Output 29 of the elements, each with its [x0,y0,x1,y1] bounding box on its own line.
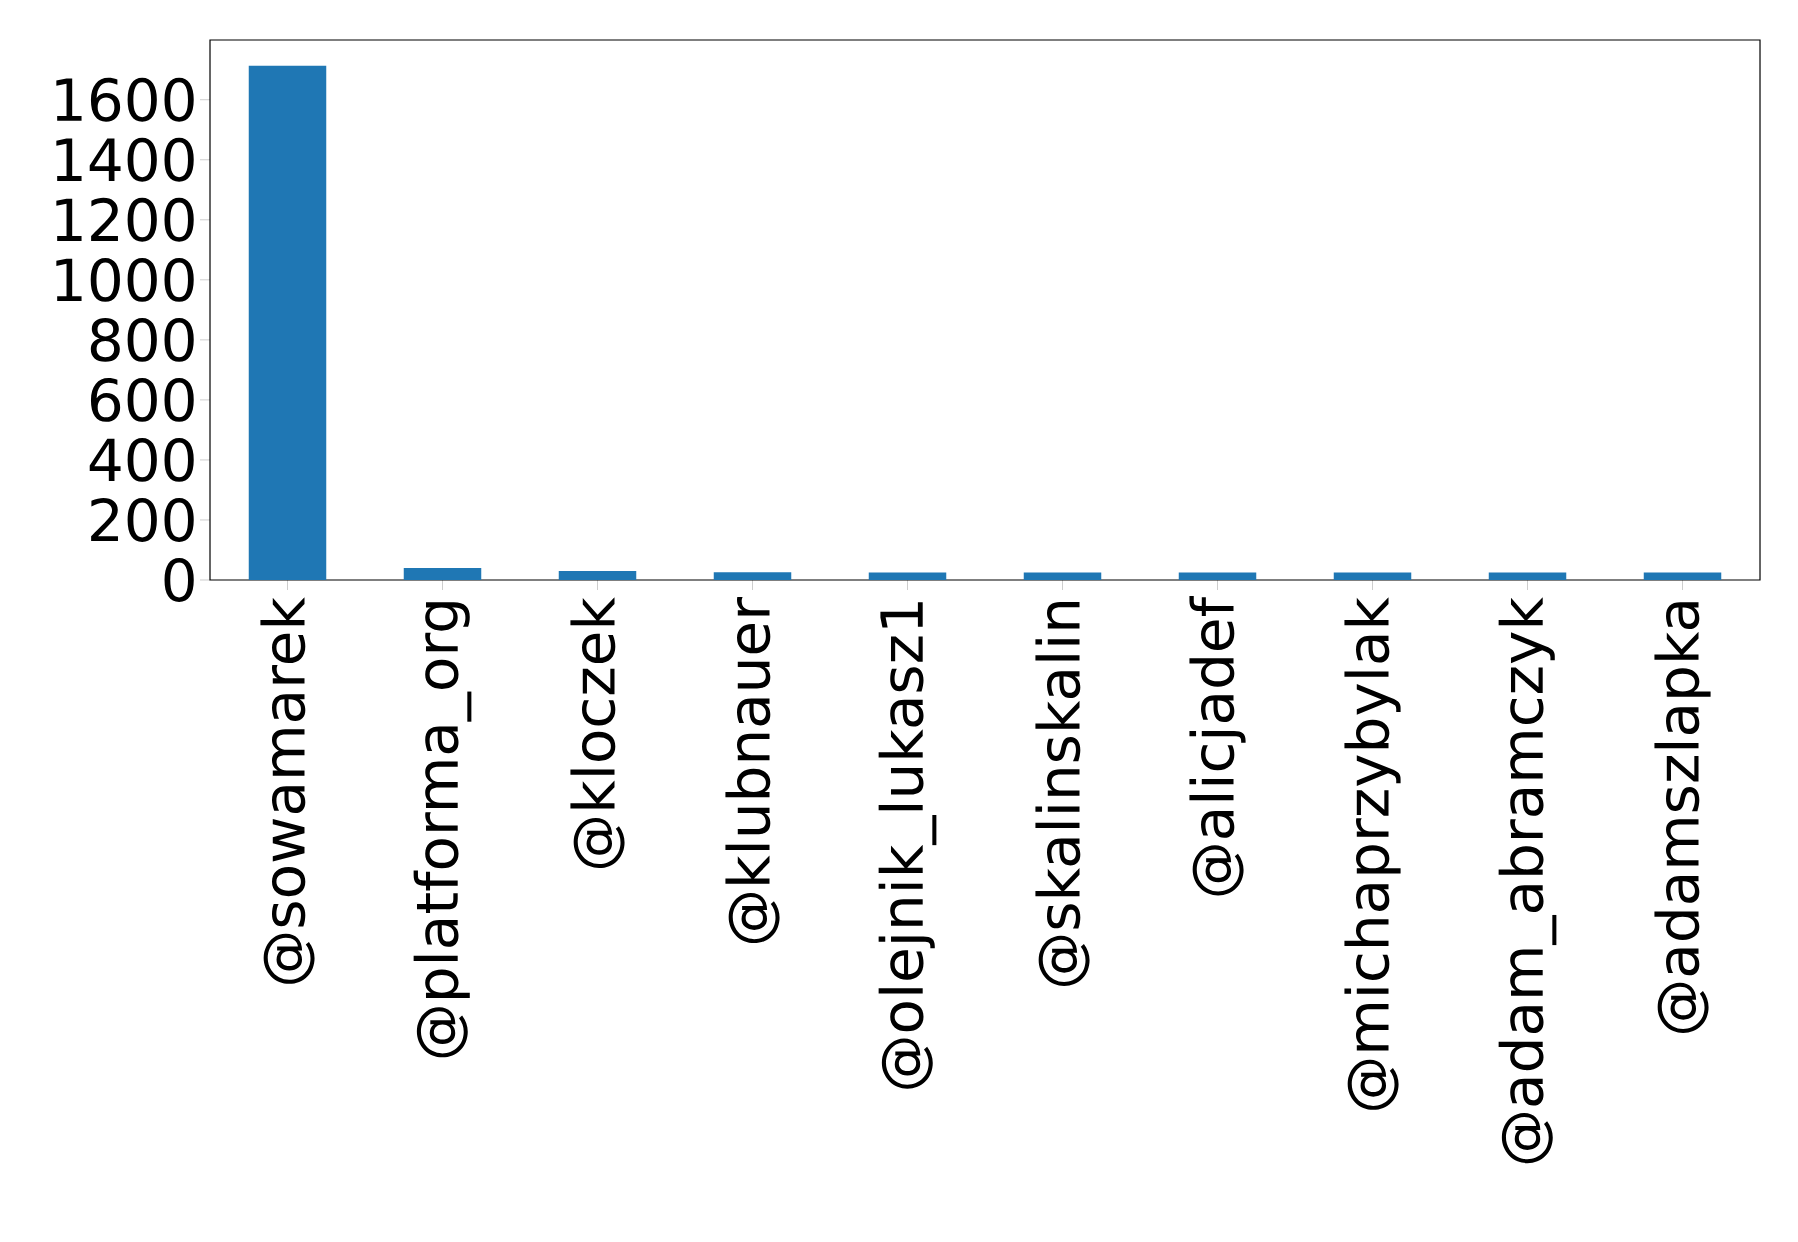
bar [1488,572,1567,580]
x-tick-label: @alicjadef [1189,595,1246,896]
y-tick-label: 1400 [56,137,194,182]
y-tick-label: 800 [90,317,194,362]
bar [1333,572,1412,580]
bar [1178,572,1257,580]
bar [713,572,792,580]
bar [868,572,947,580]
x-tick-label: @olejnik_lukasz1 [878,602,937,1089]
x-tick-label: @skalinskalin [1035,601,1090,986]
x-tick-label: @klubnauer [725,597,780,944]
x-tick-label: @platforma_org [413,602,472,1058]
bar [248,65,327,580]
bar [1643,572,1722,580]
x-tick-label: @michaprzybylak [1344,597,1401,1110]
bar [1023,572,1102,580]
y-tick-label: 200 [91,498,194,542]
bar [558,570,637,580]
bar [403,567,482,580]
y-tick-label: 0 [164,558,194,602]
x-tick-label: @adam_abramczyk [1498,597,1557,1164]
x-tick-label: @adamszlapka [1654,602,1711,1033]
y-tick-label: 1000 [56,257,194,302]
y-tick-label: 1200 [56,197,194,242]
y-tick-label: 600 [90,377,194,422]
x-tick-label: @sowamarek [260,597,315,984]
x-tick-label: @kloczek [570,597,625,869]
y-tick-label: 400 [89,438,194,482]
y-tick-label: 1600 [56,77,194,122]
